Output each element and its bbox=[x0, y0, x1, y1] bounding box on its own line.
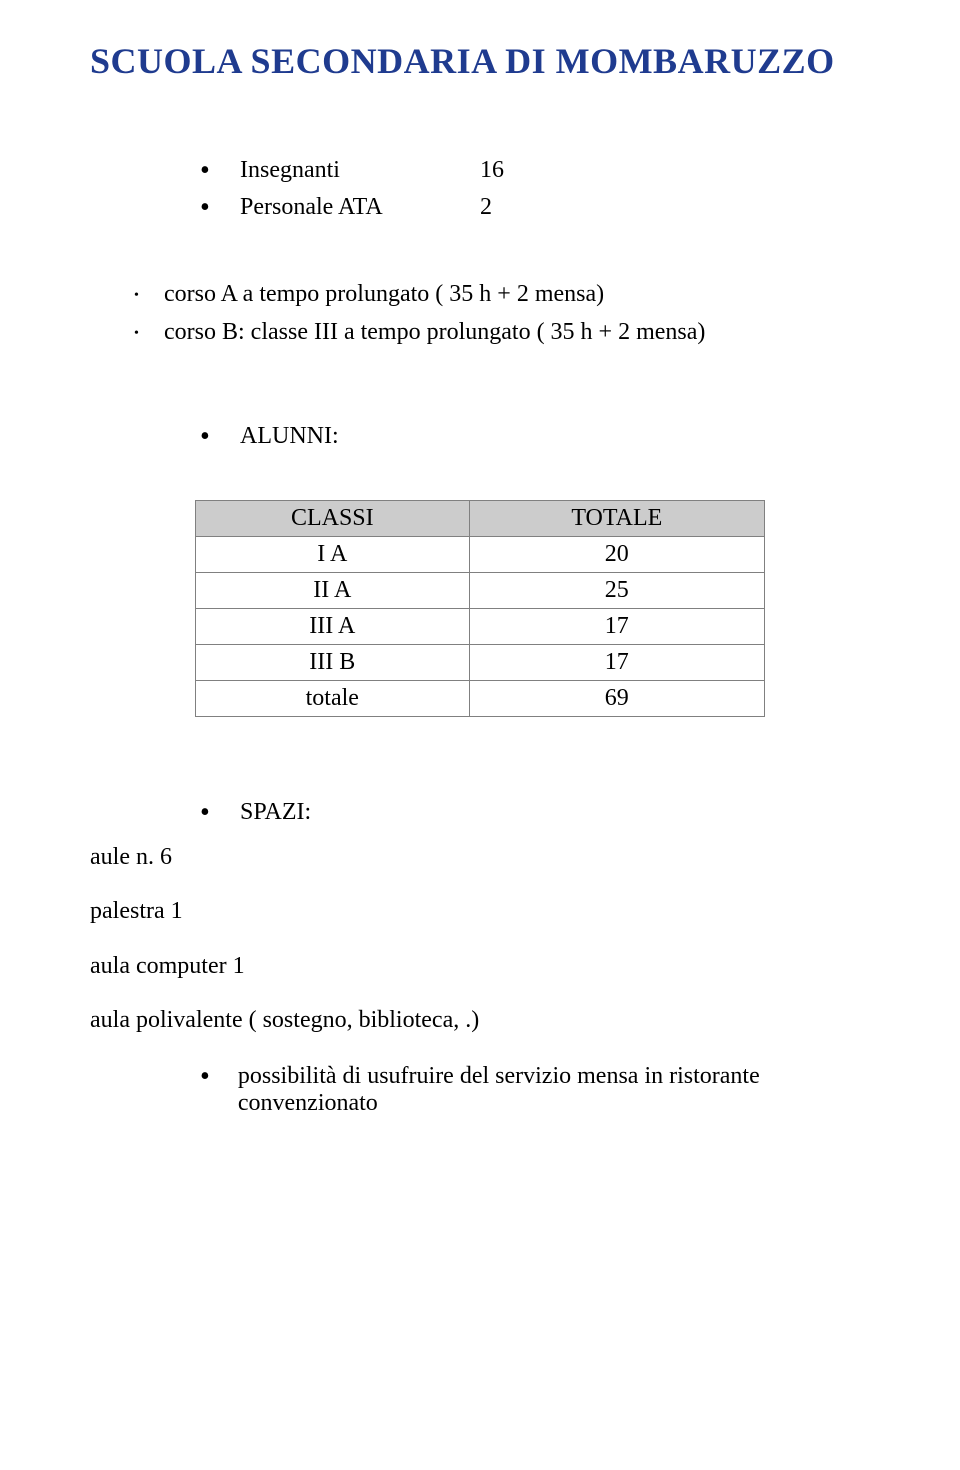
table-row: I A 20 bbox=[196, 536, 765, 572]
mensa-text: possibilità di usufruire del servizio me… bbox=[238, 1063, 870, 1117]
table-cell: II A bbox=[196, 572, 470, 608]
bullet-icon: • bbox=[200, 1063, 238, 1091]
table-header-row: CLASSI TOTALE bbox=[196, 500, 765, 536]
staff-label: Personale ATA bbox=[240, 189, 480, 226]
staff-label: Insegnanti bbox=[240, 152, 480, 189]
staff-row: • Insegnanti 16 bbox=[200, 152, 870, 189]
alunni-heading: • ALUNNI: bbox=[90, 421, 870, 450]
spazi-heading: • SPAZI: bbox=[90, 797, 870, 826]
staff-row: • Personale ATA 2 bbox=[200, 189, 870, 226]
table-cell: III A bbox=[196, 608, 470, 644]
bullet-icon: • bbox=[200, 157, 240, 185]
spazi-list: aule n. 6 palestra 1 aula computer 1 aul… bbox=[90, 832, 870, 1046]
course-list: • corso A a tempo prolungato ( 35 h + 2 … bbox=[90, 276, 870, 350]
staff-value: 16 bbox=[480, 152, 520, 189]
table-cell: 25 bbox=[469, 572, 764, 608]
table-row: III A 17 bbox=[196, 608, 765, 644]
mensa-note: • possibilità di usufruire del servizio … bbox=[90, 1061, 870, 1117]
table-cell: totale bbox=[196, 680, 470, 716]
course-text: corso A a tempo prolungato ( 35 h + 2 me… bbox=[164, 276, 604, 313]
bullet-icon: • bbox=[200, 423, 240, 451]
table-row: II A 25 bbox=[196, 572, 765, 608]
spazi-label: SPAZI: bbox=[240, 799, 311, 826]
table-cell: 17 bbox=[469, 608, 764, 644]
table-row: III B 17 bbox=[196, 644, 765, 680]
course-item: • corso B: classe III a tempo prolungato… bbox=[134, 314, 870, 351]
classi-table: CLASSI TOTALE I A 20 II A 25 III A 17 bbox=[195, 500, 765, 717]
table-row: totale 69 bbox=[196, 680, 765, 716]
alunni-label: ALUNNI: bbox=[240, 423, 339, 450]
staff-value: 2 bbox=[480, 189, 520, 226]
bullet-icon: • bbox=[200, 799, 240, 827]
staff-list: • Insegnanti 16 • Personale ATA 2 bbox=[90, 152, 870, 226]
course-text: corso B: classe III a tempo prolungato (… bbox=[164, 314, 705, 351]
bullet-icon: • bbox=[200, 194, 240, 222]
bullet-icon: • bbox=[134, 323, 164, 345]
bullet-icon: • bbox=[134, 285, 164, 307]
table-header-cell: TOTALE bbox=[469, 500, 764, 536]
spazi-line: aule n. 6 bbox=[90, 832, 870, 882]
course-item: • corso A a tempo prolungato ( 35 h + 2 … bbox=[134, 276, 870, 313]
table-header-cell: CLASSI bbox=[196, 500, 470, 536]
table-cell: I A bbox=[196, 536, 470, 572]
page-title: SCUOLA SECONDARIA DI MOMBARUZZO bbox=[90, 40, 870, 82]
spazi-line: aula polivalente ( sostegno, biblioteca,… bbox=[90, 995, 870, 1045]
table-cell: 69 bbox=[469, 680, 764, 716]
table-cell: 20 bbox=[469, 536, 764, 572]
table-cell: 17 bbox=[469, 644, 764, 680]
spazi-line: aula computer 1 bbox=[90, 941, 870, 991]
spazi-line: palestra 1 bbox=[90, 886, 870, 936]
table-cell: III B bbox=[196, 644, 470, 680]
